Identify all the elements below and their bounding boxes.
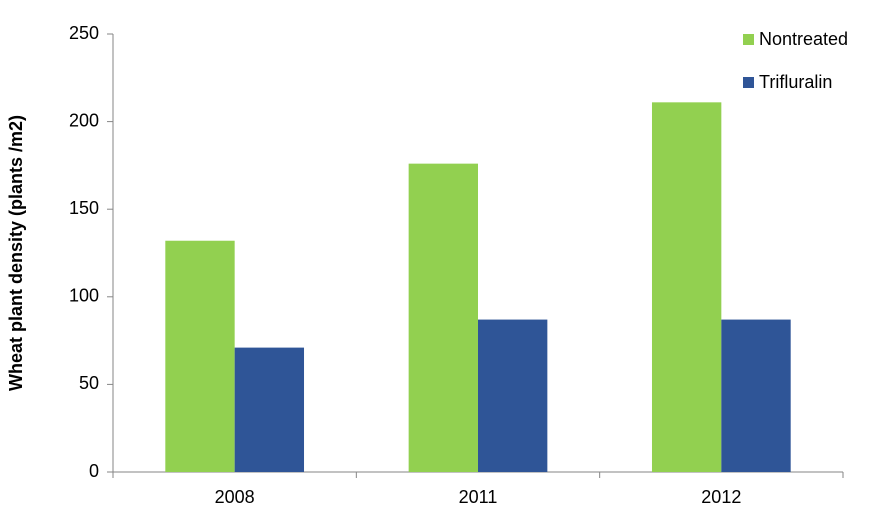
y-tick-label: 0: [89, 461, 99, 481]
legend-label: Trifluralin: [759, 72, 832, 92]
y-tick-label: 50: [79, 373, 99, 393]
bar: [408, 163, 478, 472]
y-tick-label: 100: [69, 286, 99, 306]
bar: [721, 319, 791, 472]
legend-label: Nontreated: [759, 29, 848, 49]
y-axis-label: Wheat plant density (plants /m2): [6, 115, 26, 391]
bar: [165, 240, 235, 472]
bar: [478, 319, 548, 472]
x-tick-label: 2012: [701, 487, 741, 507]
bar: [234, 347, 305, 472]
x-tick-label: 2008: [215, 487, 255, 507]
x-tick-label: 2011: [459, 487, 498, 507]
legend-swatch: [743, 34, 754, 45]
legend-swatch: [743, 77, 754, 88]
y-tick-label: 150: [69, 198, 99, 218]
y-tick-label: 200: [69, 110, 99, 130]
y-tick-label: 250: [69, 23, 99, 43]
bar: [651, 102, 722, 472]
